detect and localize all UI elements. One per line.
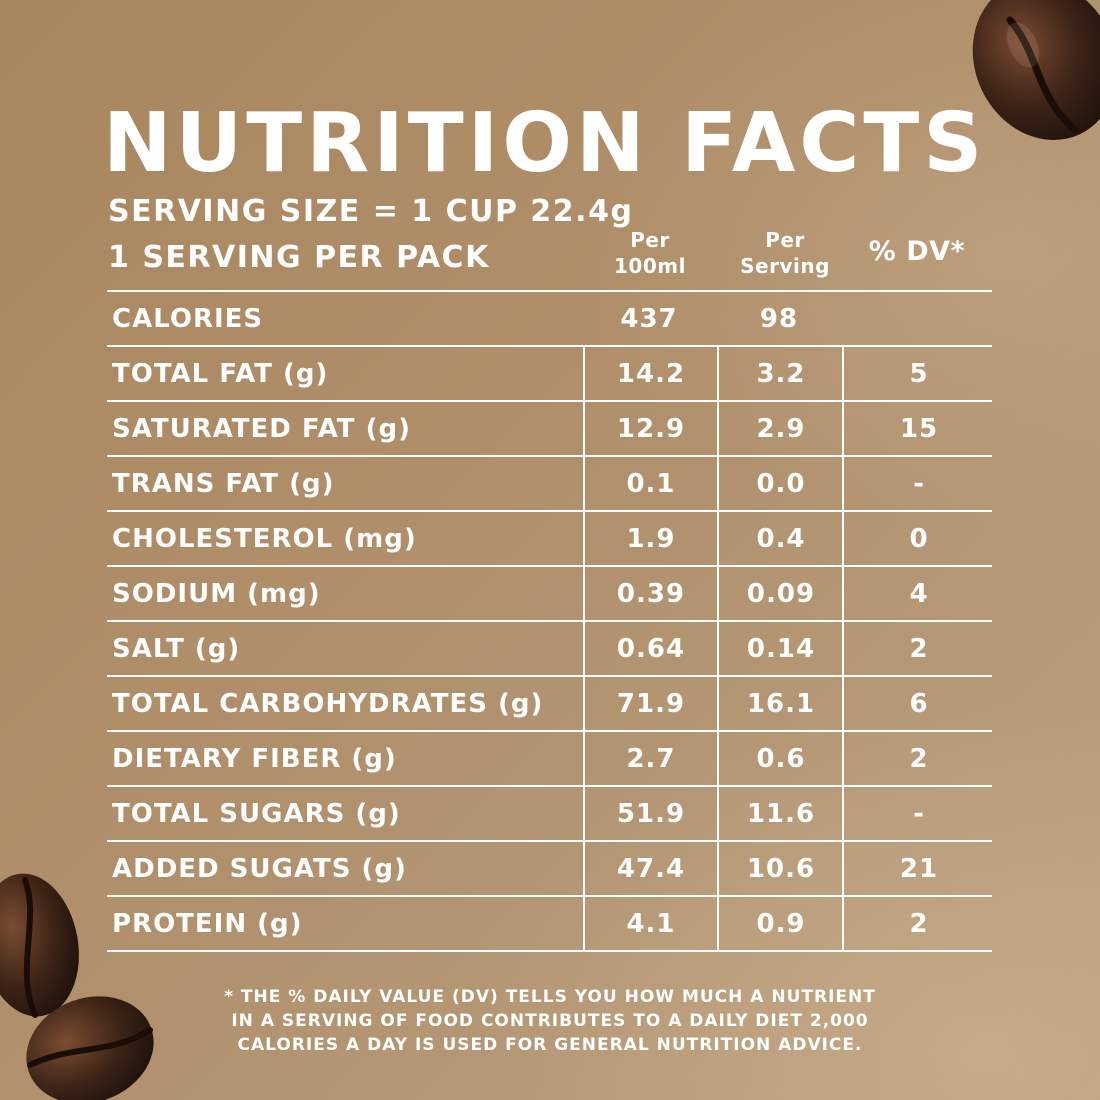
value-per-100ml: 1.9 <box>583 512 717 565</box>
value-per-100ml: 4.1 <box>583 897 717 950</box>
value-dv: 15 <box>842 402 994 455</box>
row-label: TOTAL SUGARS (g) <box>112 799 401 829</box>
value-dv: 2 <box>842 897 994 950</box>
table-row-calories: CALORIES 437 98 <box>107 290 992 345</box>
value-per-100ml: 437 <box>620 304 678 334</box>
footnote-line: IN A SERVING OF FOOD CONTRIBUTES TO A DA… <box>231 1011 869 1031</box>
value-per-serving: 0.9 <box>717 897 843 950</box>
row-label: SATURATED FAT (g) <box>112 414 411 444</box>
serving-size: SERVING SIZE = 1 CUP 22.4g <box>108 194 634 229</box>
table-row-cholesterol: CHOLESTEROL (mg) 1.9 0.4 0 <box>107 510 992 565</box>
row-label: CALORIES <box>112 304 264 334</box>
coffee-bean-top-right-icon <box>972 0 1100 140</box>
value-per-serving: 0.14 <box>717 622 843 675</box>
footnote: * THE % DAILY VALUE (DV) TELLS YOU HOW M… <box>150 985 950 1057</box>
value-per-100ml: 71.9 <box>583 677 717 730</box>
value-dv: - <box>842 787 994 840</box>
row-label: TOTAL FAT (g) <box>112 359 329 389</box>
table-row-trans-fat: TRANS FAT (g) 0.1 0.0 - <box>107 455 992 510</box>
column-header-line: 100ml <box>614 254 686 278</box>
column-header-dv: % DV* <box>868 236 966 267</box>
value-per-100ml: 0.64 <box>583 622 717 675</box>
value-dv: 2 <box>842 732 994 785</box>
value-per-serving: 0.09 <box>717 567 843 620</box>
value-dv: 2 <box>842 622 994 675</box>
table-row-dietary-fiber: DIETARY FIBER (g) 2.7 0.6 2 <box>107 730 992 785</box>
row-label: TRANS FAT (g) <box>112 469 335 499</box>
value-per-serving: 10.6 <box>717 842 843 895</box>
value-dv <box>842 292 992 345</box>
footnote-line: * THE % DAILY VALUE (DV) TELLS YOU HOW M… <box>224 987 876 1007</box>
row-label: TOTAL CARBOHYDRATES (g) <box>112 689 544 719</box>
coffee-bean-bottom-left-icon <box>0 873 154 1100</box>
value-per-serving: 16.1 <box>717 677 843 730</box>
value-dv: - <box>842 457 994 510</box>
value-per-100ml: 47.4 <box>583 842 717 895</box>
column-header-line: Per <box>765 228 805 252</box>
row-label: DIETARY FIBER (g) <box>112 744 397 774</box>
column-header-per-100ml: Per 100ml <box>585 227 715 279</box>
column-header-line: Per <box>630 228 670 252</box>
value-per-serving: 0.0 <box>717 457 843 510</box>
value-per-100ml: 14.2 <box>583 347 717 400</box>
table-row-protein: PROTEIN (g) 4.1 0.9 2 <box>107 895 992 952</box>
value-per-serving: 11.6 <box>717 787 843 840</box>
table-row-added-sugars: ADDED SUGATS (g) 47.4 10.6 21 <box>107 840 992 895</box>
table-row-sodium: SODIUM (mg) 0.39 0.09 4 <box>107 565 992 620</box>
column-header-per-serving: Per Serving <box>716 227 854 279</box>
row-label: ADDED SUGATS (g) <box>112 854 407 884</box>
value-dv: 0 <box>842 512 994 565</box>
value-per-100ml: 0.1 <box>583 457 717 510</box>
value-per-serving: 98 <box>759 304 799 334</box>
value-per-100ml: 51.9 <box>583 787 717 840</box>
value-dv: 5 <box>842 347 994 400</box>
column-header-line: Serving <box>740 254 830 278</box>
value-per-serving: 2.9 <box>717 402 843 455</box>
row-label: SALT (g) <box>112 634 241 664</box>
value-per-100ml: 2.7 <box>583 732 717 785</box>
row-label: PROTEIN (g) <box>112 909 303 939</box>
table-row-saturated-fat: SATURATED FAT (g) 12.9 2.9 15 <box>107 400 992 455</box>
value-dv: 6 <box>842 677 994 730</box>
table-row-total-fat: TOTAL FAT (g) 14.2 3.2 5 <box>107 345 992 400</box>
row-label: SODIUM (mg) <box>112 579 321 609</box>
value-per-100ml: 0.39 <box>583 567 717 620</box>
value-dv: 21 <box>842 842 994 895</box>
table-row-total-sugars: TOTAL SUGARS (g) 51.9 11.6 - <box>107 785 992 840</box>
nutrition-table: CALORIES 437 98 TOTAL FAT (g) 14.2 3.2 5… <box>107 290 992 952</box>
servings-per-pack: 1 SERVING PER PACK <box>108 240 490 275</box>
table-row-total-carbohydrates: TOTAL CARBOHYDRATES (g) 71.9 16.1 6 <box>107 675 992 730</box>
footnote-line: CALORIES A DAY IS USED FOR GENERAL NUTRI… <box>237 1035 863 1055</box>
value-per-serving: 3.2 <box>717 347 843 400</box>
value-per-100ml: 12.9 <box>583 402 717 455</box>
row-label: CHOLESTEROL (mg) <box>112 524 417 554</box>
table-row-salt: SALT (g) 0.64 0.14 2 <box>107 620 992 675</box>
value-dv: 4 <box>842 567 994 620</box>
page-title: NUTRITION FACTS <box>103 96 987 191</box>
value-per-serving: 0.4 <box>717 512 843 565</box>
value-per-serving: 0.6 <box>717 732 843 785</box>
